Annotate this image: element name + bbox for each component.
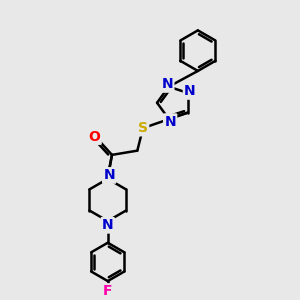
Text: N: N xyxy=(102,218,114,232)
Text: S: S xyxy=(138,121,148,135)
Text: N: N xyxy=(184,84,196,98)
Text: N: N xyxy=(161,77,173,92)
Text: N: N xyxy=(103,168,115,182)
Text: N: N xyxy=(164,115,176,129)
Text: O: O xyxy=(88,130,101,144)
Text: F: F xyxy=(103,284,112,298)
